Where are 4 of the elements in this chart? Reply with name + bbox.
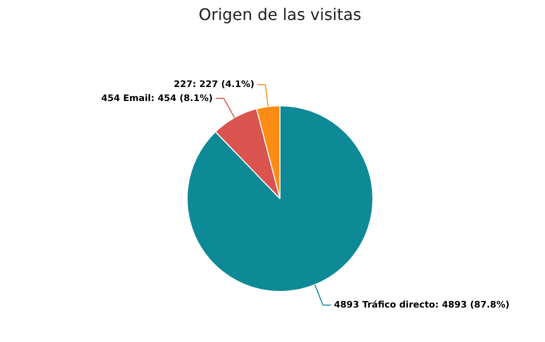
slice-label: 454 Email: 454 (8.1%) xyxy=(101,94,213,104)
slice-label: 4893 Tráfico directo: 4893 (87.8%) xyxy=(334,299,510,310)
slice-label: 227: 227 (4.1%) xyxy=(174,80,254,90)
chart-title: Origen de las visitas xyxy=(198,4,362,24)
